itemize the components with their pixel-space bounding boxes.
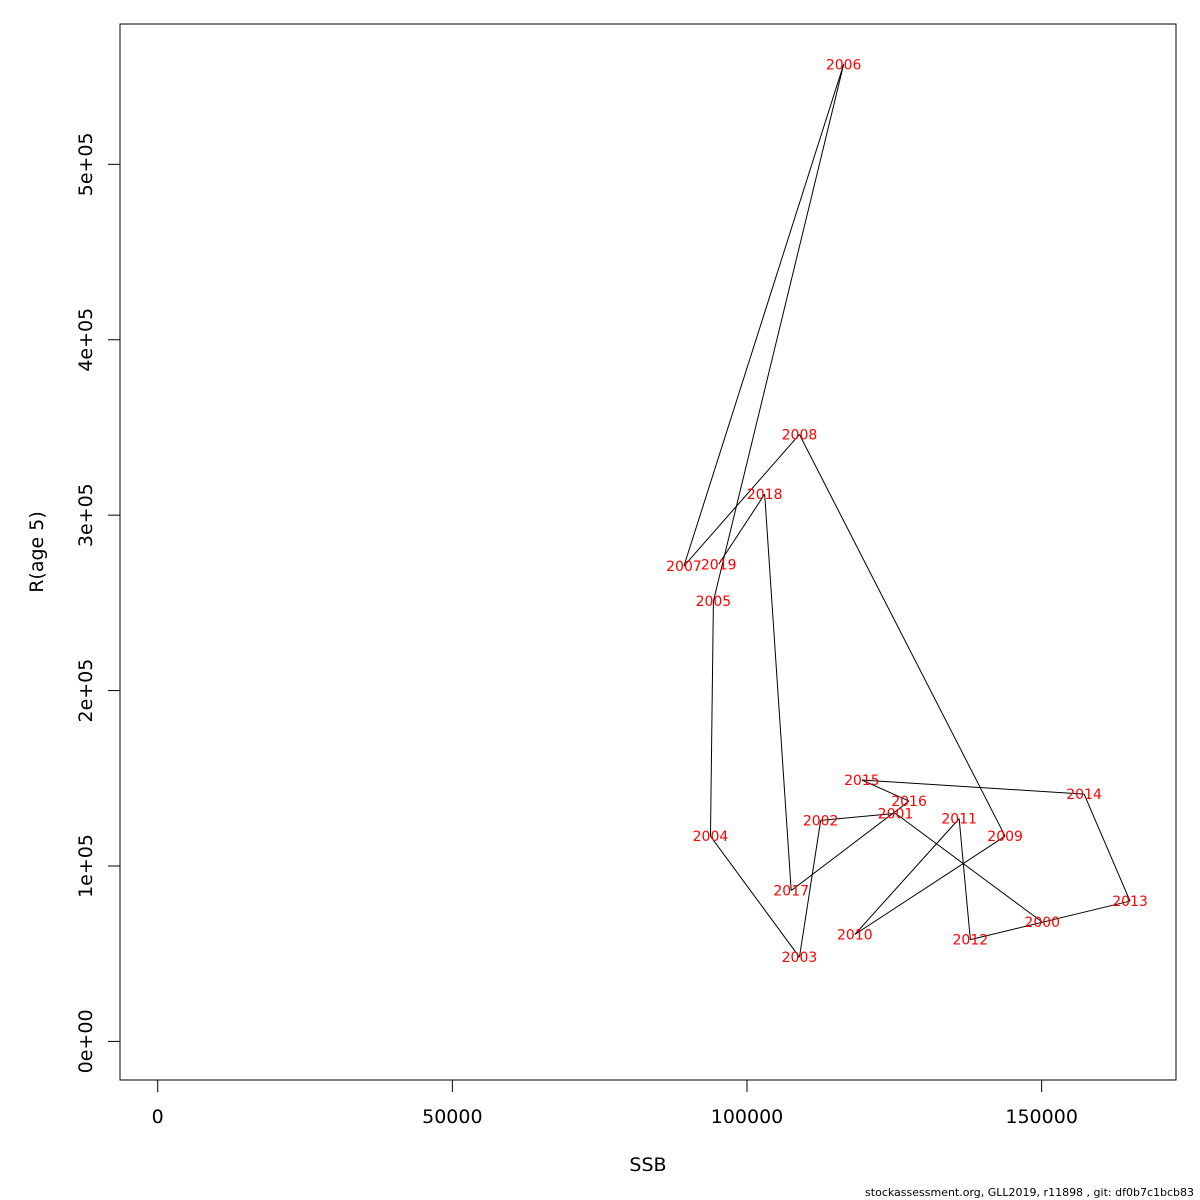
year-label-2014: 2014: [1066, 787, 1102, 803]
year-label-2007: 2007: [666, 559, 702, 575]
trajectory-segment: [970, 900, 1131, 941]
year-label-2011: 2011: [941, 812, 977, 828]
x-tick-label: 0: [152, 1106, 164, 1128]
x-tick-label: 50000: [422, 1106, 482, 1128]
trajectory-segment: [854, 818, 960, 935]
year-label-2006: 2006: [826, 57, 862, 73]
trajectory-segment: [820, 812, 896, 821]
trajectory-lines: [683, 64, 1131, 958]
year-label-2019: 2019: [701, 557, 737, 573]
trajectory-segment: [683, 434, 800, 567]
trajectory-segment: [764, 494, 792, 891]
year-label-2003: 2003: [782, 950, 818, 966]
trajectory-segment: [712, 64, 845, 602]
year-label-2000: 2000: [1024, 915, 1060, 931]
y-tick-label: 1e+05: [75, 834, 97, 898]
y-tick-label: 3e+05: [75, 483, 97, 547]
x-tick-label: 150000: [1005, 1106, 1078, 1128]
year-label-2008: 2008: [782, 427, 818, 443]
year-label-2001: 2001: [878, 806, 914, 822]
y-axis: 0e+00 1e+05 2e+05 3e+05 4e+05 5e+05: [75, 132, 121, 1073]
year-label-2015: 2015: [844, 773, 880, 789]
trajectory-segment: [798, 820, 822, 958]
year-label-2009: 2009: [987, 829, 1023, 845]
y-tick-label: 5e+05: [75, 132, 97, 196]
trajectory-segment: [790, 800, 910, 891]
year-label-2012: 2012: [953, 933, 989, 949]
trajectory-segment: [799, 434, 1006, 837]
year-label-2018: 2018: [747, 487, 783, 503]
trajectory-segment: [710, 835, 800, 958]
plot-frame: [119, 23, 1177, 1081]
y-tick-label: 0e+00: [75, 1009, 97, 1073]
year-label-2005: 2005: [696, 594, 732, 610]
year-label-2017: 2017: [773, 884, 809, 900]
trajectory-segment: [895, 812, 1043, 923]
year-label-2002: 2002: [803, 813, 839, 829]
x-axis-title: SSB: [629, 1154, 666, 1176]
y-tick-label: 4e+05: [75, 308, 97, 372]
trajectory-segment: [861, 779, 910, 802]
trajectory-segment: [718, 493, 766, 565]
trajectory-segment: [683, 64, 845, 567]
y-tick-label: 2e+05: [75, 659, 97, 723]
trajectory-segment: [854, 835, 1006, 935]
year-label-2016: 2016: [891, 794, 927, 810]
trajectory-segment: [958, 818, 971, 940]
x-axis: 0 50000 100000 150000: [152, 1079, 1078, 1128]
year-label-2010: 2010: [837, 927, 873, 943]
trajectory-segment: [709, 601, 714, 837]
trajectory-segment: [861, 779, 1085, 795]
year-label-2013: 2013: [1112, 894, 1148, 910]
year-label-2004: 2004: [693, 829, 729, 845]
x-tick-label: 100000: [711, 1106, 784, 1128]
y-axis-title: R(age 5): [26, 511, 48, 593]
footer-credit: stockassessment.org, GLL2019, r11898 , g…: [865, 1186, 1194, 1199]
trajectory-segment: [1083, 793, 1131, 902]
year-labels: 2000 2001 2002 2003 2004 2005 2006 2007 2008 2009…: [666, 57, 1148, 966]
